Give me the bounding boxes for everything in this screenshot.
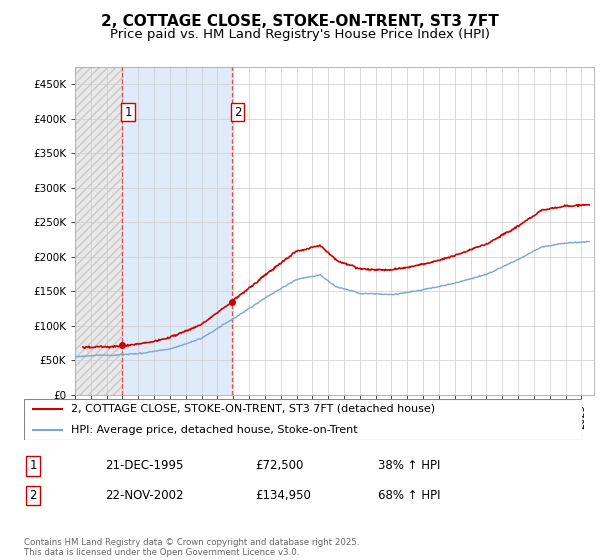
Text: 22-NOV-2002: 22-NOV-2002 xyxy=(105,489,184,502)
Text: Contains HM Land Registry data © Crown copyright and database right 2025.
This d: Contains HM Land Registry data © Crown c… xyxy=(24,538,359,557)
FancyBboxPatch shape xyxy=(24,399,582,440)
Text: 2, COTTAGE CLOSE, STOKE-ON-TRENT, ST3 7FT: 2, COTTAGE CLOSE, STOKE-ON-TRENT, ST3 7F… xyxy=(101,14,499,29)
Text: 38% ↑ HPI: 38% ↑ HPI xyxy=(378,459,440,473)
Text: 68% ↑ HPI: 68% ↑ HPI xyxy=(378,489,440,502)
Text: 2: 2 xyxy=(234,105,242,119)
Text: 1: 1 xyxy=(124,105,132,119)
Text: £134,950: £134,950 xyxy=(255,489,311,502)
Text: £72,500: £72,500 xyxy=(255,459,304,473)
Text: HPI: Average price, detached house, Stoke-on-Trent: HPI: Average price, detached house, Stok… xyxy=(71,425,358,435)
Text: 2, COTTAGE CLOSE, STOKE-ON-TRENT, ST3 7FT (detached house): 2, COTTAGE CLOSE, STOKE-ON-TRENT, ST3 7F… xyxy=(71,404,436,414)
Text: Price paid vs. HM Land Registry's House Price Index (HPI): Price paid vs. HM Land Registry's House … xyxy=(110,27,490,41)
Text: 2: 2 xyxy=(29,489,37,502)
Bar xyxy=(75,67,122,395)
Text: 21-DEC-1995: 21-DEC-1995 xyxy=(105,459,184,473)
Text: 1: 1 xyxy=(29,459,37,473)
Bar xyxy=(122,67,232,395)
